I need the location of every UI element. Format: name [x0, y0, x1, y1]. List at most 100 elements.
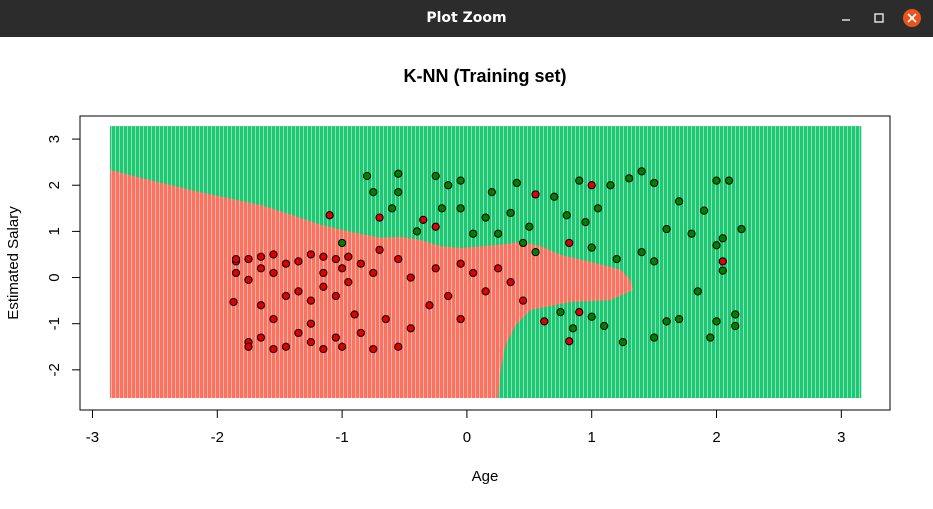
data-point — [718, 234, 727, 243]
data-point — [369, 268, 378, 278]
data-point — [331, 333, 340, 342]
data-point — [387, 204, 397, 213]
data-point — [319, 344, 328, 354]
x-tick-label: 3 — [837, 429, 845, 446]
x-tick-label: 0 — [463, 429, 471, 446]
data-point — [406, 324, 415, 333]
data-point — [229, 297, 238, 307]
data-point — [337, 342, 347, 351]
data-point — [244, 275, 253, 284]
x-tick-label: -1 — [335, 429, 348, 446]
data-point — [294, 328, 303, 338]
chart: K-NN (Training set) Age Estimated Salary… — [5, 66, 891, 485]
x-tick-label: -2 — [211, 429, 224, 446]
data-point — [256, 264, 266, 273]
data-point — [712, 176, 721, 185]
title-bar: Plot Zoom — [0, 0, 933, 37]
data-point — [674, 314, 684, 324]
data-point — [731, 321, 740, 331]
data-point — [587, 181, 596, 190]
data-point — [618, 338, 628, 347]
data-point — [724, 176, 734, 185]
data-point — [331, 254, 340, 264]
data-point — [699, 206, 709, 215]
data-point — [394, 188, 403, 197]
data-point — [319, 282, 328, 291]
data-point — [612, 254, 621, 264]
data-point — [444, 291, 453, 301]
data-point — [269, 314, 278, 324]
data-point — [362, 171, 372, 181]
data-point — [456, 204, 465, 213]
data-point — [525, 222, 534, 231]
data-point — [581, 218, 590, 227]
data-point — [244, 342, 253, 351]
data-point — [506, 278, 515, 287]
data-point — [494, 264, 503, 273]
data-point — [437, 204, 447, 213]
x-tick-label: -3 — [86, 429, 99, 446]
data-point — [456, 259, 465, 268]
data-point — [306, 250, 315, 259]
data-point — [394, 254, 403, 264]
close-button[interactable] — [903, 9, 921, 27]
y-tick-label: -2 — [46, 363, 63, 376]
data-point — [425, 301, 434, 310]
data-point — [281, 291, 291, 301]
data-point — [306, 338, 315, 347]
data-point — [306, 296, 315, 305]
data-point — [600, 321, 609, 331]
data-point — [281, 342, 291, 351]
data-point — [518, 296, 528, 305]
data-point — [325, 211, 334, 220]
data-point — [406, 273, 415, 282]
data-point — [550, 192, 559, 201]
data-point — [381, 314, 390, 324]
data-point — [718, 257, 727, 266]
data-point — [518, 238, 528, 248]
data-point — [540, 317, 549, 326]
data-point — [369, 188, 378, 197]
data-point — [394, 342, 403, 351]
data-point — [281, 259, 291, 268]
data-point — [294, 257, 303, 266]
maximize-button[interactable] — [874, 13, 884, 23]
data-point — [337, 238, 347, 248]
data-point — [737, 224, 746, 234]
data-point — [394, 169, 403, 178]
data-point — [606, 181, 615, 190]
data-point — [587, 243, 596, 252]
data-point — [568, 324, 578, 333]
data-point — [718, 266, 727, 275]
data-point — [481, 287, 490, 296]
data-point — [512, 178, 521, 188]
data-point — [256, 333, 266, 342]
data-point — [506, 208, 515, 218]
data-point — [256, 252, 266, 261]
data-point — [731, 310, 740, 319]
data-point — [637, 167, 646, 176]
data-point — [231, 254, 241, 264]
data-point — [375, 213, 384, 222]
y-tick-label: -1 — [46, 317, 63, 330]
x-tick-label: 1 — [588, 429, 596, 446]
chart-title: K-NN (Training set) — [403, 66, 566, 86]
y-tick-label: 2 — [46, 181, 63, 189]
data-point — [565, 337, 574, 346]
data-point — [487, 188, 496, 197]
x-axis-label: Age — [472, 468, 499, 485]
data-point — [431, 222, 440, 231]
data-point — [625, 174, 634, 183]
data-point — [481, 213, 490, 222]
data-point — [531, 248, 540, 257]
data-point — [294, 287, 303, 296]
data-point — [662, 317, 671, 326]
data-point — [494, 229, 503, 238]
data-point — [706, 333, 715, 342]
data-point — [712, 317, 721, 326]
data-point — [674, 197, 684, 206]
data-point — [469, 229, 478, 238]
data-point — [269, 268, 278, 278]
y-axis-label: Estimated Salary — [5, 206, 22, 320]
